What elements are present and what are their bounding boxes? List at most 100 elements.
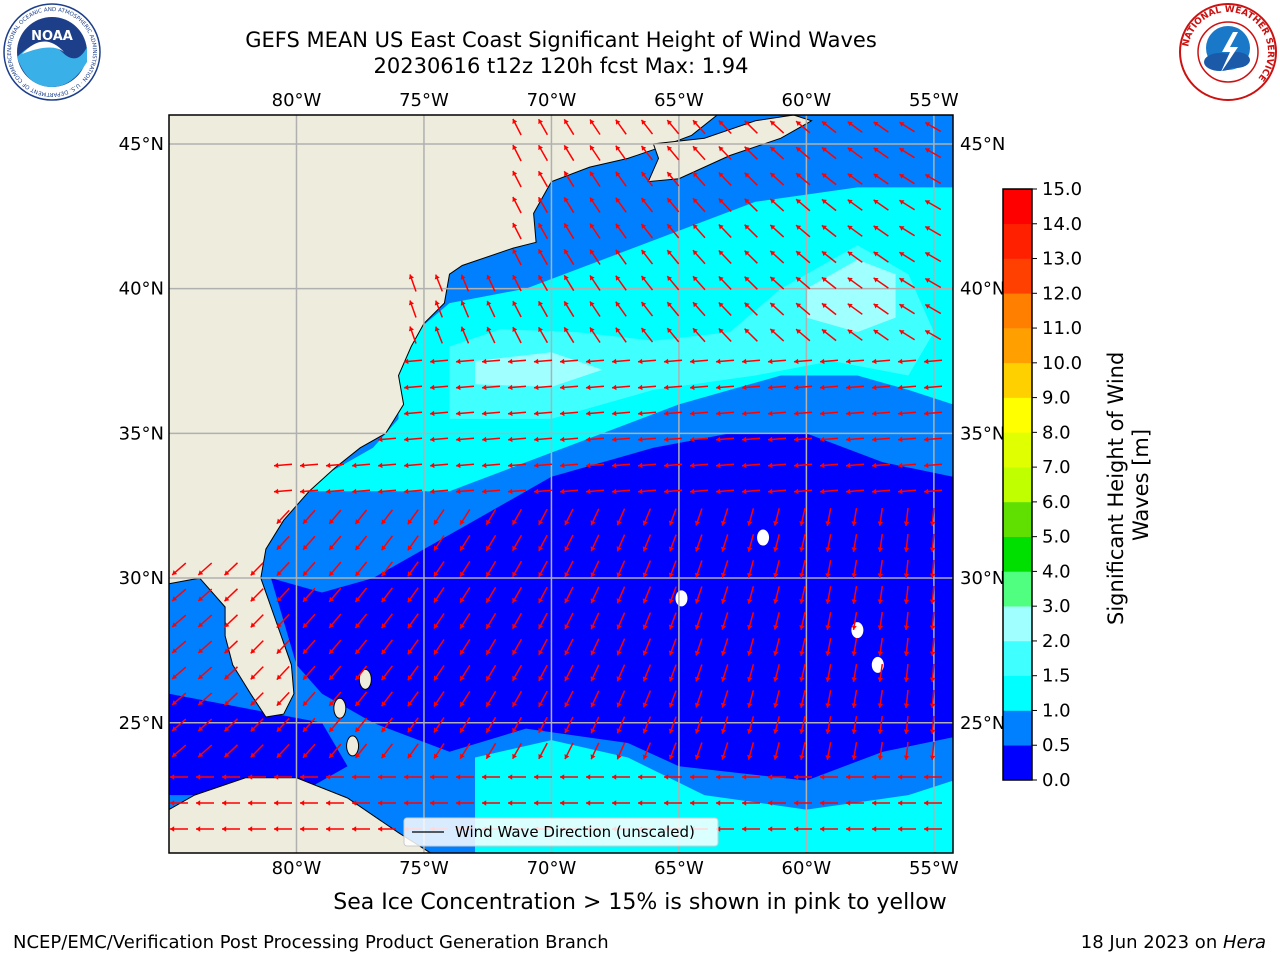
wave-direction-arrowhead [846, 800, 851, 806]
wave-direction-arrowhead [694, 520, 700, 526]
wave-direction-arrowhead [770, 146, 776, 152]
wave-direction-arrowhead [300, 800, 305, 806]
wave-direction-arrowhead [799, 755, 805, 760]
wave-direction-arrowhead [638, 462, 643, 469]
wave-direction-arrowhead [616, 520, 622, 526]
wave-direction-arrowhead [846, 774, 851, 780]
wave-direction-arrowhead [224, 570, 230, 576]
lat-tick-right: 40°N [960, 279, 1005, 300]
wave-direction-arrowhead [825, 755, 831, 760]
colorbar-tick-label: 15.0 [1042, 179, 1082, 200]
wave-direction-arrowhead [820, 384, 825, 391]
wave-direction-arrowhead [355, 675, 361, 680]
wave-direction-arrowhead [434, 545, 439, 551]
lon-tick-top: 75°W [399, 90, 449, 111]
wave-direction-arrowhead [224, 648, 230, 654]
wave-direction-arrowhead [381, 753, 387, 759]
wave-direction-arrowhead [434, 701, 439, 707]
wave-direction-arrowhead [642, 728, 648, 734]
wave-direction-arrowhead [564, 197, 569, 203]
wave-direction-arrowhead [381, 675, 387, 681]
wave-direction-arrowhead [638, 800, 643, 806]
wave-direction-arrowhead [773, 729, 779, 734]
wave-direction-arrowhead [694, 624, 700, 630]
wave-direction-arrowhead [820, 358, 825, 365]
wave-direction-arrowhead [486, 571, 491, 577]
wave-direction-arrowhead [512, 327, 518, 332]
wave-direction-arrowhead [303, 518, 308, 524]
wave-direction-arrowhead [796, 121, 802, 126]
wave-direction-arrowhead [768, 384, 773, 391]
wave-direction-arrowhead [486, 326, 492, 332]
wave-direction-arrowhead [799, 677, 805, 682]
wave-direction-arrowhead [512, 519, 517, 525]
wave-direction-arrowhead [846, 462, 851, 469]
wave-direction-arrowhead [770, 120, 776, 126]
wave-direction-arrowhead [612, 436, 617, 443]
wave-direction-arrowhead [564, 327, 569, 333]
wave-direction-arrowhead [352, 826, 357, 832]
wave-direction-arrowhead [248, 774, 253, 780]
wave-direction-arrowhead [250, 700, 256, 706]
wave-direction-arrowhead [355, 649, 361, 654]
wave-direction-arrowhead [564, 223, 569, 229]
wave-direction-arrowhead [744, 146, 750, 152]
colorbar-segment [1003, 675, 1032, 711]
wave-direction-arrowhead [872, 800, 877, 806]
wave-direction-arrowhead [716, 774, 721, 780]
wave-direction-arrowhead [512, 275, 518, 280]
wave-direction-arrowhead [846, 488, 851, 495]
wave-direction-arrowhead [430, 774, 435, 780]
wave-direction-arrowhead [615, 197, 621, 203]
wave-direction-arrowhead [198, 726, 204, 731]
wave-direction-arrowhead [250, 752, 256, 758]
wave-direction-arrowhead [430, 462, 435, 469]
wave-direction-arrowhead [381, 519, 387, 525]
wave-direction-arrowhead [873, 251, 879, 257]
wave-direction-arrowhead [534, 774, 539, 780]
wave-direction-arrowhead [877, 547, 883, 552]
lon-tick-top: 60°W [782, 90, 832, 111]
wave-direction-arrowhead [820, 410, 825, 417]
wave-direction-arrowhead [851, 547, 857, 552]
wave-direction-arrowhead [847, 173, 853, 179]
wave-direction-arrowhead [172, 596, 178, 601]
wave-direction-arrowhead [694, 598, 700, 604]
wave-direction-arrowhead [690, 488, 695, 495]
wave-direction-arrowhead [512, 119, 518, 124]
wave-direction-arrowhead [482, 384, 487, 391]
wave-direction-arrowhead [877, 599, 883, 604]
missing-data-patch [871, 656, 884, 673]
wave-direction-arrowhead [821, 277, 827, 283]
wave-direction-arrowhead [378, 436, 383, 443]
wave-direction-arrowhead [407, 675, 413, 681]
colorbar-segment [1003, 258, 1032, 294]
wave-direction-arrowhead [718, 120, 724, 126]
wave-direction-arrowhead [794, 800, 799, 806]
wave-direction-arrowhead [924, 826, 929, 832]
wave-direction-arrowhead [821, 251, 827, 257]
wave-direction-arrowhead [482, 410, 487, 417]
wave-direction-arrowhead [799, 625, 805, 630]
wave-direction-arrowhead [538, 119, 543, 125]
wave-direction-arrowhead [512, 675, 517, 681]
wave-direction-arrowhead [534, 436, 539, 443]
wave-direction-arrowhead [538, 650, 544, 655]
wave-direction-arrowhead [642, 624, 648, 630]
wave-direction-arrowhead [303, 752, 308, 758]
wave-direction-arrowhead [694, 546, 700, 552]
wave-direction-arrowhead [694, 572, 700, 578]
wave-direction-arrowhead [773, 703, 779, 708]
wave-direction-arrowhead [641, 223, 647, 229]
wave-direction-arrowhead [667, 224, 672, 229]
cuba-land [169, 777, 445, 853]
wave-direction-arrowhead [690, 410, 695, 417]
wave-direction-arrowhead [276, 648, 282, 654]
wave-direction-arrowhead [693, 276, 698, 282]
wave-direction-arrowhead [329, 570, 334, 576]
wave-direction-arrowhead [668, 598, 674, 604]
wave-direction-arrowhead [564, 301, 569, 307]
wave-direction-arrowhead [486, 274, 492, 280]
wave-direction-arrowhead [274, 774, 279, 780]
wave-direction-arrowhead [564, 145, 569, 151]
